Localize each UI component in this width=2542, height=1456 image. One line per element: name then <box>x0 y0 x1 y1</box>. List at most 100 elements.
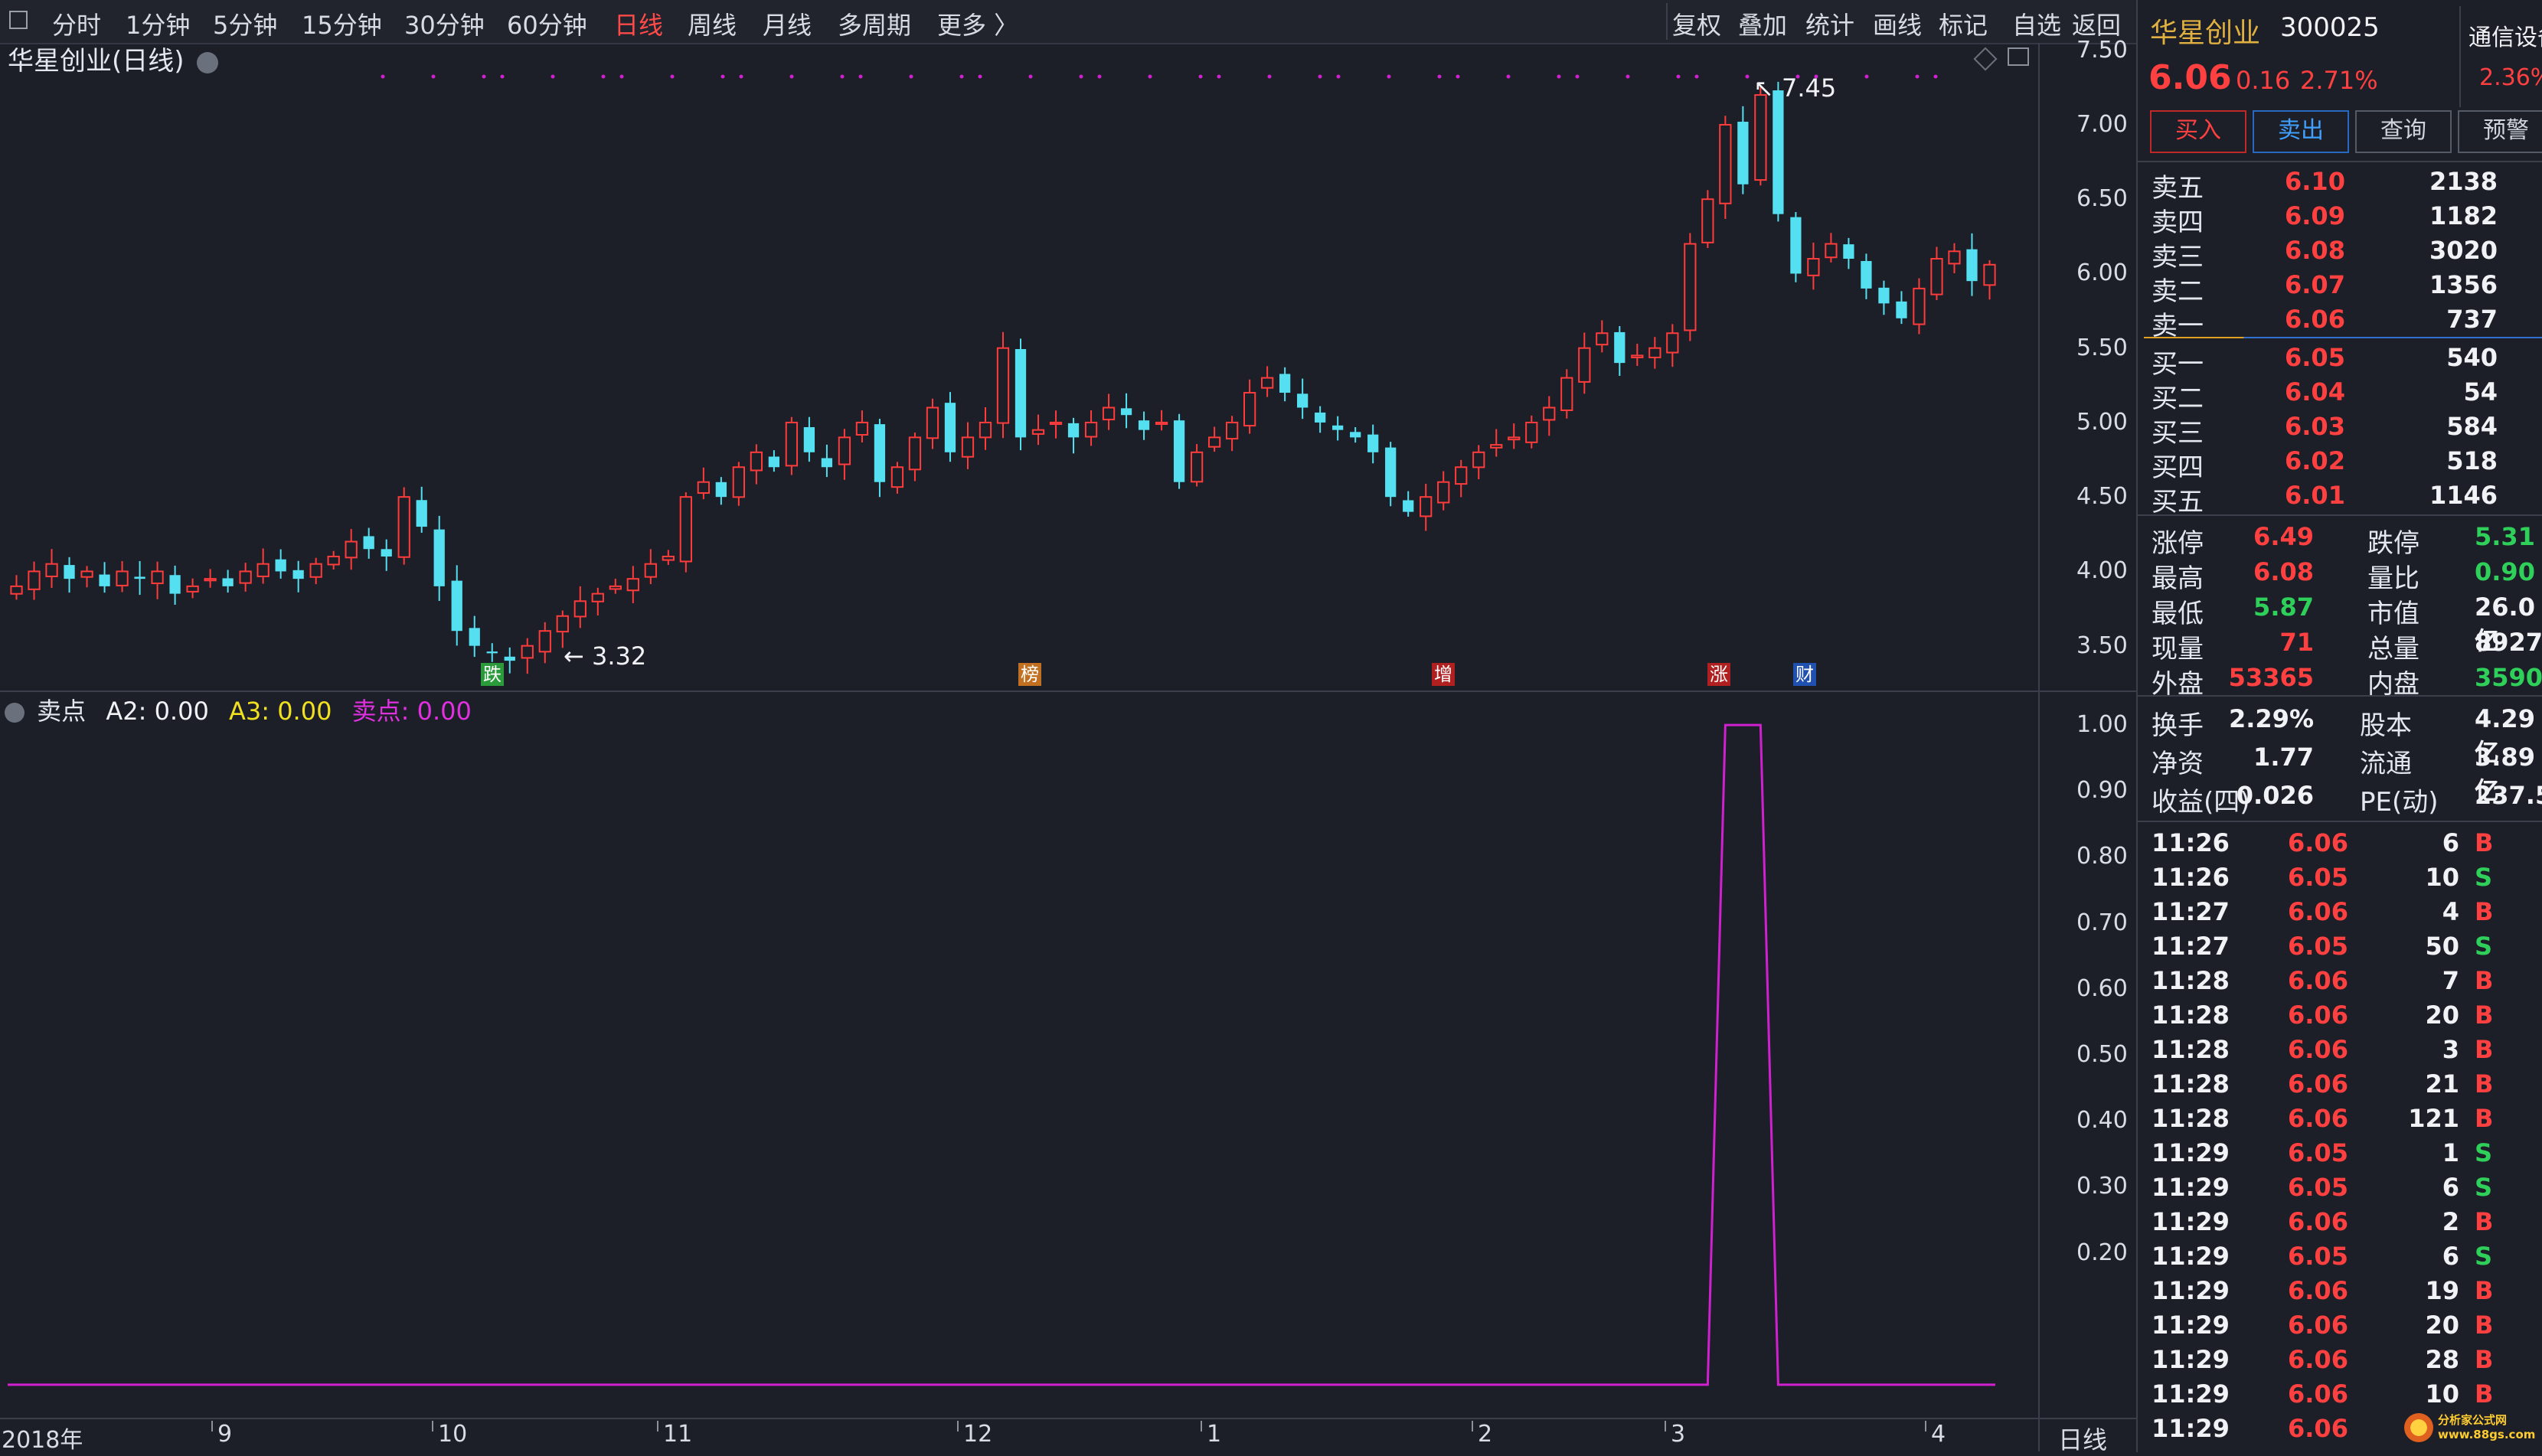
candle[interactable] <box>573 586 586 628</box>
candle[interactable] <box>1207 426 1221 452</box>
candle[interactable] <box>591 587 604 615</box>
candle[interactable] <box>715 477 727 505</box>
ask-row[interactable]: 卖三 6.08 3020 <box>2138 234 2542 273</box>
candle[interactable] <box>890 462 904 494</box>
period-15min[interactable]: 15分钟 <box>302 11 382 40</box>
sector-box[interactable]: 通信设备 2.36% <box>2459 6 2542 107</box>
candle[interactable] <box>874 419 886 498</box>
candle[interactable] <box>785 416 799 475</box>
event-tag-zeng[interactable]: 增 <box>1432 663 1455 686</box>
period-more[interactable]: 更多 〉 <box>937 11 1019 40</box>
tick-row[interactable]: 11:28 6.06 20 B <box>2138 999 2542 1033</box>
tick-row[interactable]: 11:29 6.06 19 B <box>2138 1275 2542 1308</box>
candle[interactable] <box>1560 369 1573 419</box>
candle[interactable] <box>996 331 1010 439</box>
candle[interactable] <box>10 575 23 600</box>
candle[interactable] <box>28 561 41 600</box>
candle[interactable] <box>644 549 657 585</box>
tick-row[interactable]: 11:27 6.05 50 S <box>2138 930 2542 964</box>
candle[interactable] <box>1754 85 1767 186</box>
candle[interactable] <box>1614 326 1626 377</box>
candle[interactable] <box>926 398 939 449</box>
tick-row[interactable]: 11:28 6.06 121 B <box>2138 1102 2542 1136</box>
candle[interactable] <box>1102 393 1116 430</box>
candle[interactable] <box>1437 471 1450 511</box>
candle[interactable] <box>151 561 164 599</box>
candle[interactable] <box>1737 106 1749 194</box>
candle[interactable] <box>1472 445 1485 480</box>
bid-row[interactable]: 买一 6.05 540 <box>2138 341 2542 380</box>
period-1min[interactable]: 1分钟 <box>126 11 191 40</box>
candle[interactable] <box>1261 366 1274 397</box>
period-daily[interactable]: 日线 <box>614 11 664 40</box>
candle[interactable] <box>961 422 975 469</box>
bid-row[interactable]: 买二 6.04 54 <box>2138 376 2542 414</box>
candle[interactable] <box>1719 116 1732 219</box>
stats-button[interactable]: 统计 <box>1805 11 1855 40</box>
overlay-button[interactable]: 叠加 <box>1738 11 1788 40</box>
buy-button[interactable]: 买入 <box>2150 110 2246 153</box>
bid-row[interactable]: 买四 6.02 518 <box>2138 445 2542 483</box>
candle[interactable] <box>521 638 534 674</box>
candle[interactable] <box>1825 233 1838 263</box>
event-tag-die[interactable]: 跌 <box>481 663 504 686</box>
event-tag-zhang[interactable]: 涨 <box>1707 663 1730 686</box>
candle[interactable] <box>486 643 498 662</box>
candle[interactable] <box>433 515 445 602</box>
window-icon[interactable] <box>2008 47 2029 66</box>
candle[interactable] <box>1896 291 1907 325</box>
candle[interactable] <box>1701 190 1714 249</box>
candle[interactable] <box>381 539 392 571</box>
query-button[interactable]: 查询 <box>2355 110 2452 153</box>
candle[interactable] <box>1031 414 1045 446</box>
candle[interactable] <box>855 410 869 443</box>
candle[interactable] <box>1350 427 1361 443</box>
period-60min[interactable]: 60分钟 <box>507 11 587 40</box>
candlestick-chart[interactable] <box>0 43 2038 690</box>
tick-row[interactable]: 11:29 6.05 1 S <box>2138 1137 2542 1170</box>
candle[interactable] <box>1279 367 1291 402</box>
candle[interactable] <box>309 557 322 585</box>
candle[interactable] <box>1015 338 1027 451</box>
fuquan-button[interactable]: 复权 <box>1672 11 1722 40</box>
candle[interactable] <box>538 622 551 664</box>
candle[interactable] <box>662 550 675 565</box>
back-button[interactable]: 返回 <box>2072 11 2122 40</box>
candle[interactable] <box>1807 242 1820 290</box>
candle[interactable] <box>275 549 286 579</box>
tick-row[interactable]: 11:29 6.06 28 B <box>2138 1343 2542 1377</box>
period-monthly[interactable]: 月线 <box>763 11 812 40</box>
candle[interactable] <box>80 566 93 588</box>
candle[interactable] <box>504 647 515 674</box>
tick-row[interactable]: 11:26 6.06 6 B <box>2138 827 2542 860</box>
candle[interactable] <box>626 566 639 603</box>
candle[interactable] <box>1315 406 1326 433</box>
tick-row[interactable]: 11:29 6.05 6 S <box>2138 1171 2542 1205</box>
indicator-chart[interactable] <box>0 692 2038 1418</box>
candle[interactable] <box>1666 324 1679 367</box>
tick-row[interactable]: 11:26 6.05 10 S <box>2138 861 2542 895</box>
candle[interactable] <box>1190 444 1204 487</box>
candle[interactable] <box>169 565 181 605</box>
period-30min[interactable]: 30分钟 <box>404 11 485 40</box>
candle[interactable] <box>1913 278 1926 335</box>
candle[interactable] <box>908 433 922 482</box>
candle[interactable] <box>1648 337 1661 369</box>
candle[interactable] <box>750 444 763 485</box>
candle[interactable] <box>1049 410 1063 439</box>
candle[interactable] <box>204 569 217 588</box>
candle[interactable] <box>1297 378 1309 419</box>
tick-row[interactable]: 11:29 6.06 2 B <box>2138 1206 2542 1239</box>
candle[interactable] <box>1243 379 1256 434</box>
candle[interactable] <box>1420 484 1433 531</box>
ask-row[interactable]: 卖二 6.07 1356 <box>2138 269 2542 307</box>
candle[interactable] <box>1861 253 1872 299</box>
candle[interactable] <box>416 486 427 533</box>
sell-button[interactable]: 卖出 <box>2253 110 2349 153</box>
candle[interactable] <box>979 406 992 450</box>
candle[interactable] <box>1332 416 1344 441</box>
candle[interactable] <box>1983 260 1996 300</box>
candle[interactable] <box>768 450 780 472</box>
candle[interactable] <box>1490 429 1503 457</box>
candle[interactable] <box>1173 413 1185 489</box>
